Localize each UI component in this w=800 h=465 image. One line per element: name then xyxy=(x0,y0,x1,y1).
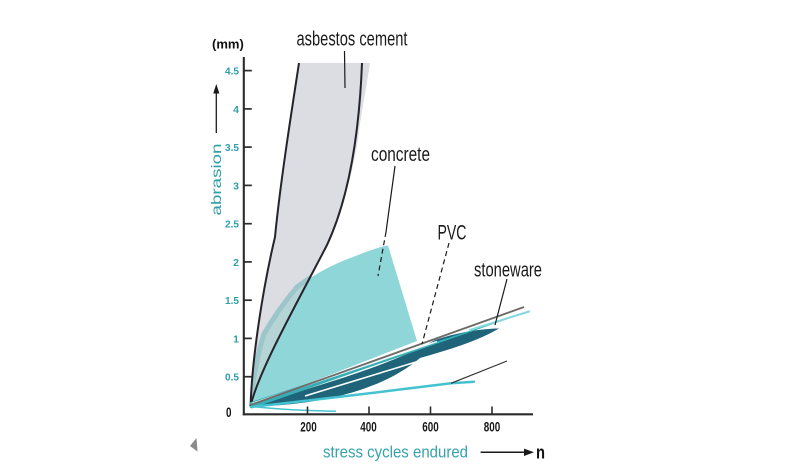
svg-text:stoneware: stoneware xyxy=(474,259,542,281)
svg-text:(mm): (mm) xyxy=(212,37,244,52)
svg-text:asbestos cement: asbestos cement xyxy=(297,29,408,51)
svg-text:1: 1 xyxy=(233,333,239,345)
svg-text:PVC: PVC xyxy=(438,221,467,244)
svg-text:abrasion: abrasion xyxy=(208,144,224,216)
svg-text:1.5: 1.5 xyxy=(225,295,239,307)
svg-text:stress cycles endured: stress cycles endured xyxy=(323,443,468,462)
svg-text:800: 800 xyxy=(484,419,501,435)
svg-text:2: 2 xyxy=(233,257,239,269)
svg-text:0.5: 0.5 xyxy=(225,372,239,384)
svg-text:0: 0 xyxy=(226,404,232,420)
svg-text:concrete: concrete xyxy=(371,144,430,166)
svg-text:4: 4 xyxy=(233,104,239,116)
svg-text:3.5: 3.5 xyxy=(225,142,239,154)
svg-text:400: 400 xyxy=(360,419,377,435)
svg-text:n: n xyxy=(536,443,545,463)
svg-text:3: 3 xyxy=(233,180,239,192)
svg-text:2.5: 2.5 xyxy=(225,219,239,231)
svg-text:600: 600 xyxy=(422,419,439,435)
svg-text:200: 200 xyxy=(300,419,317,435)
svg-text:4.5: 4.5 xyxy=(225,65,239,77)
